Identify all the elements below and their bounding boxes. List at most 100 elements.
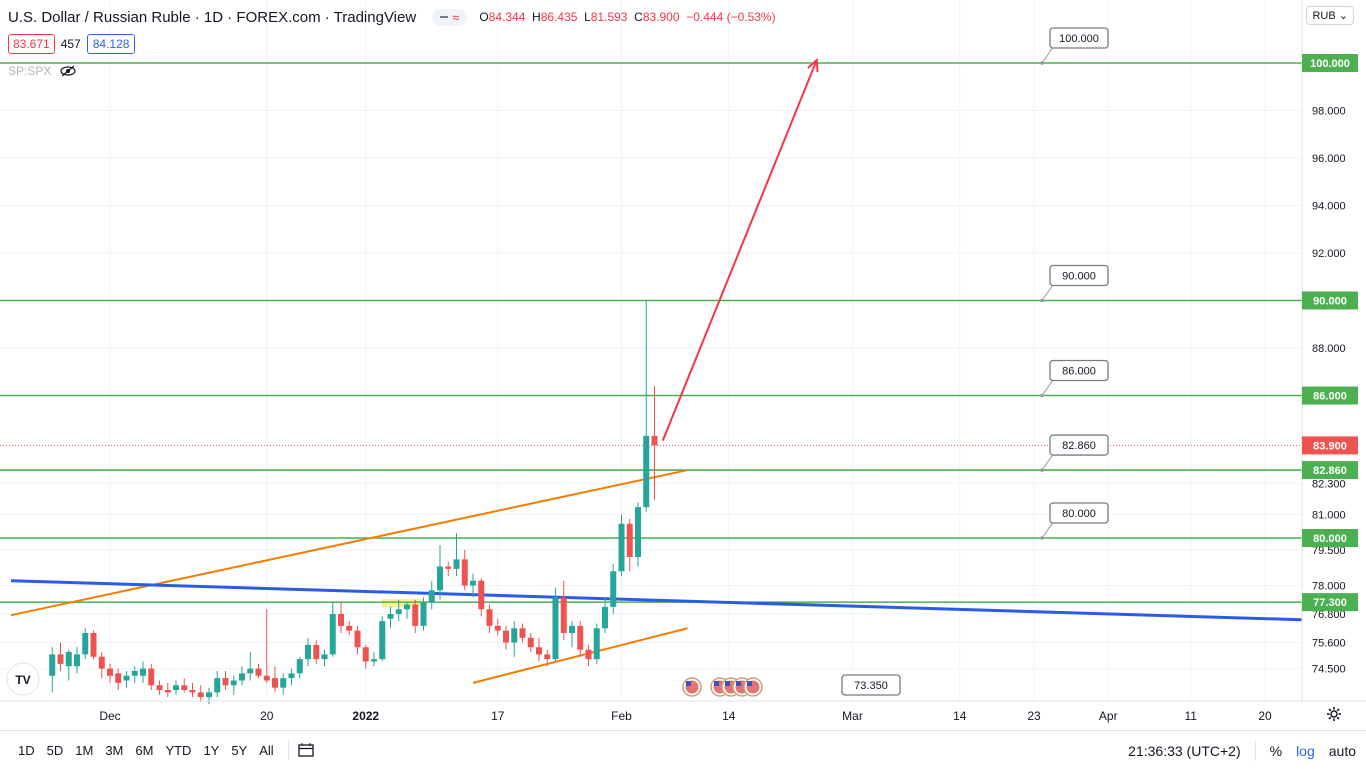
eye-hidden-icon[interactable] bbox=[59, 64, 77, 78]
candle bbox=[338, 602, 344, 633]
candle bbox=[577, 621, 584, 657]
timeframe-5y[interactable]: 5Y bbox=[231, 742, 248, 758]
candle bbox=[585, 644, 592, 667]
candle-body bbox=[321, 654, 328, 660]
candle-body bbox=[164, 690, 171, 693]
candle-body bbox=[420, 602, 427, 626]
candle-body bbox=[140, 668, 146, 676]
candle bbox=[288, 668, 295, 686]
candle bbox=[626, 519, 633, 572]
flag-canton bbox=[736, 681, 741, 686]
gear-icon[interactable] bbox=[1326, 706, 1342, 722]
overlay-symbol[interactable]: SP:SPX bbox=[8, 64, 52, 78]
timeframe-3m[interactable]: 3M bbox=[105, 742, 124, 758]
timeframe-5d[interactable]: 5D bbox=[46, 742, 64, 758]
timeframe-6m[interactable]: 6M bbox=[135, 742, 154, 758]
candle bbox=[503, 625, 509, 650]
timeframe-ytd[interactable]: YTD bbox=[165, 742, 192, 758]
callout-label: 90.000 bbox=[1062, 271, 1096, 283]
candle-body bbox=[57, 654, 64, 664]
candle bbox=[569, 621, 575, 648]
candle bbox=[296, 656, 303, 679]
candle-body bbox=[371, 659, 377, 662]
candle-body bbox=[461, 559, 468, 586]
candle-body bbox=[643, 435, 650, 508]
currency-select[interactable]: RUB ⌄ bbox=[1306, 6, 1354, 25]
candle bbox=[445, 561, 452, 576]
forecast-arrow bbox=[661, 59, 818, 442]
candle-body bbox=[49, 654, 56, 676]
callout-line bbox=[1041, 520, 1055, 539]
timeframe-1y[interactable]: 1Y bbox=[203, 742, 220, 758]
candle bbox=[321, 649, 328, 667]
flag-canton bbox=[686, 681, 691, 686]
callout-box bbox=[1049, 434, 1109, 456]
candle bbox=[123, 671, 130, 688]
candle bbox=[412, 599, 419, 633]
time-tick-label: 2022 bbox=[352, 709, 379, 723]
divider bbox=[1254, 741, 1256, 761]
candle-body bbox=[263, 675, 270, 681]
time-tick-label: Apr bbox=[1099, 709, 1118, 723]
candle bbox=[65, 649, 72, 681]
candle-body bbox=[552, 597, 559, 660]
log-scale-button[interactable]: log bbox=[1296, 743, 1315, 759]
level-price-tag bbox=[1302, 461, 1358, 480]
candle bbox=[395, 599, 402, 622]
time-tick-label: 17 bbox=[491, 709, 505, 723]
candle-body bbox=[593, 628, 600, 660]
date-range-icon[interactable] bbox=[297, 742, 315, 758]
candle bbox=[602, 597, 608, 633]
timeframe-all[interactable]: All bbox=[259, 742, 274, 758]
clock-time[interactable]: 21:36:33 (UTC+2) bbox=[1128, 743, 1241, 759]
timeframe-1d[interactable]: 1D bbox=[18, 742, 35, 758]
callout-anchor bbox=[1040, 393, 1044, 398]
candle-body bbox=[585, 649, 592, 660]
spread-value: 457 bbox=[60, 37, 81, 51]
indicator-toggle[interactable]: ≈ bbox=[432, 8, 468, 26]
candle bbox=[148, 663, 155, 690]
candle-body bbox=[239, 673, 245, 681]
candle bbox=[354, 625, 361, 655]
price-tick-label: 78.000 bbox=[1312, 581, 1346, 593]
price-tick-label: 96.000 bbox=[1312, 153, 1346, 165]
callout-anchor bbox=[1040, 61, 1044, 65]
candle bbox=[453, 533, 460, 576]
candle-body bbox=[437, 566, 443, 591]
candle bbox=[214, 671, 221, 698]
auto-scale-button[interactable]: auto bbox=[1328, 743, 1356, 759]
candle bbox=[437, 545, 443, 600]
currency-label: RUB bbox=[1312, 10, 1336, 22]
candle-body bbox=[74, 654, 80, 667]
percent-scale-button[interactable]: % bbox=[1269, 743, 1283, 759]
trendline bbox=[10, 579, 1303, 622]
price-tick-label: 94.000 bbox=[1312, 201, 1346, 213]
candle bbox=[206, 687, 212, 705]
timeframe-1m[interactable]: 1M bbox=[75, 742, 94, 758]
candle-body bbox=[387, 614, 394, 619]
candle-body bbox=[618, 523, 625, 572]
price-tick-label: 75.600 bbox=[1312, 638, 1346, 650]
candle bbox=[420, 597, 427, 631]
candle-body bbox=[338, 614, 344, 626]
price-tick-label: 82.300 bbox=[1312, 478, 1346, 490]
level-price-tag bbox=[1302, 54, 1358, 72]
candle-body bbox=[635, 507, 641, 557]
candle-body bbox=[602, 606, 608, 629]
price-chart[interactable]: 100.000 90.000 86.000 82.860 80.000 73.350 74.… bbox=[0, 0, 1366, 730]
level-price-label: 90.000 bbox=[1313, 296, 1347, 308]
symbol-title[interactable]: U.S. Dollar / Russian Ruble · 1D · FOREX… bbox=[8, 8, 417, 26]
level-price-tag bbox=[1302, 593, 1358, 612]
last-price-label: 83.900 bbox=[1313, 440, 1347, 452]
bottom-toolbar: 1D 5D 1M 3M 6M YTD 1Y 5Y All 21:36:33 (UTC+2) % … bbox=[0, 730, 1366, 769]
bid-button[interactable]: 83.671 bbox=[8, 34, 55, 54]
candle bbox=[362, 644, 369, 669]
time-tick-label: 14 bbox=[722, 709, 736, 723]
candle bbox=[651, 386, 658, 500]
candle-body bbox=[486, 609, 493, 626]
callout-anchor bbox=[1040, 536, 1044, 540]
chevron-down-icon: ⌄ bbox=[1338, 10, 1348, 22]
candle-body bbox=[247, 668, 254, 674]
candle-body bbox=[189, 690, 196, 693]
ask-button[interactable]: 84.128 bbox=[86, 34, 136, 54]
